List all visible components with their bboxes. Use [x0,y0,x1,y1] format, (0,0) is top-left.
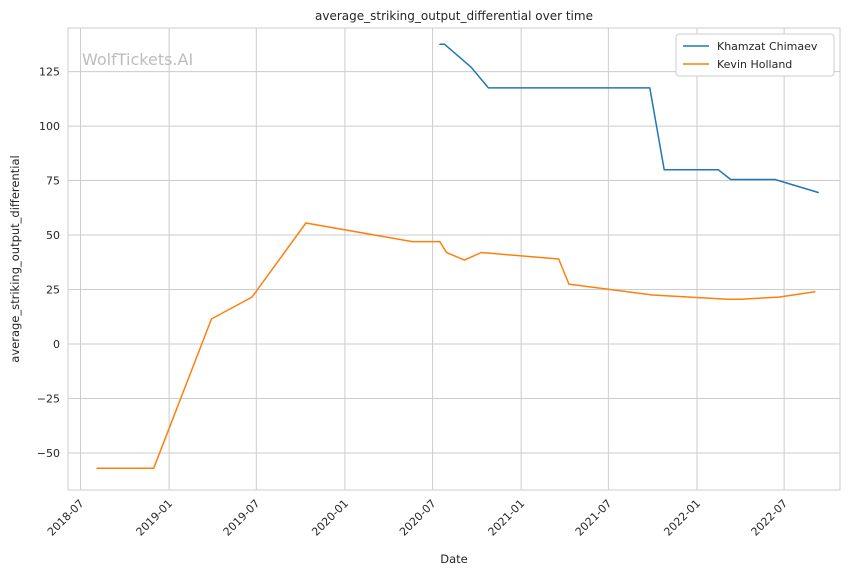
data-point-kevin-holland [480,251,482,254]
chart-title: average_striking_output_differential ove… [315,9,593,23]
x-tick-label: 2021-01 [486,497,528,539]
data-point-khamzat-chimaev [470,66,472,68]
data-point-kevin-holland [463,259,465,261]
data-point-kevin-holland [210,318,213,320]
data-point-khamzat-chimaev [663,169,665,171]
data-point-khamzat-chimaev [717,169,719,171]
data-point-khamzat-chimaev [649,87,651,89]
y-tick-label: 0 [53,338,60,351]
x-axis-title: Date [440,552,468,566]
data-point-khamzat-chimaev [730,178,732,181]
data-point-khamzat-chimaev [487,87,490,89]
data-point-kevin-holland [778,296,780,298]
y-axis-ticks: −50 −25 0 25 50 75 100 125 [37,66,60,460]
x-tick-label: 2019-07 [221,497,263,539]
y-tick-label: 125 [39,66,60,79]
x-axis-ticks: 2018-07 2019-01 2019-07 2020-01 2020-07 2021-… [45,497,790,539]
data-point-kevin-holland [726,298,728,300]
data-point-kevin-holland [445,251,448,254]
data-point-kevin-holland [814,291,816,293]
legend: Khamzat Chimaev Kevin Holland [675,33,835,77]
x-tick-label: 2019-01 [134,497,176,539]
x-tick-label: 2022-07 [749,497,791,539]
y-tick-label: 100 [39,120,60,133]
legend-label-kevin-holland: Kevin Holland [717,58,792,71]
y-tick-label: 50 [46,229,60,242]
data-point-khamzat-chimaev [774,178,776,181]
x-tick-label: 2021-07 [573,497,615,539]
x-tick-label: 2022-01 [661,497,703,539]
data-point-kevin-holland [251,296,253,298]
data-point-kevin-holland [96,467,98,469]
legend-label-khamzat-chimaev: Khamzat Chimaev [717,40,818,53]
data-point-kevin-holland [439,240,441,243]
x-tick-label: 2020-07 [397,497,439,539]
watermark: WolfTickets.AI [82,50,193,69]
data-point-kevin-holland [739,298,741,300]
y-tick-label: 75 [46,175,60,188]
data-point-kevin-holland [568,283,570,285]
data-point-kevin-holland [305,222,307,224]
series-layer [96,43,819,469]
data-point-kevin-holland [652,294,654,296]
y-tick-label: −25 [37,392,60,405]
data-point-khamzat-chimaev [439,43,441,45]
grid [68,28,840,490]
data-point-kevin-holland [153,467,155,469]
series-line-khamzat-chimaev [439,43,819,194]
y-tick-label: 25 [46,284,60,297]
y-axis-title: average_striking_output_differential [8,155,22,362]
data-point-kevin-holland [558,258,560,260]
y-tick-label: −50 [37,447,60,460]
data-point-khamzat-chimaev [444,43,446,45]
data-point-khamzat-chimaev [817,191,819,194]
data-point-kevin-holland [411,240,413,243]
legend-box [675,33,835,77]
x-tick-label: 2020-01 [309,497,351,539]
plot-background [67,27,841,491]
x-tick-label: 2018-07 [45,497,87,539]
